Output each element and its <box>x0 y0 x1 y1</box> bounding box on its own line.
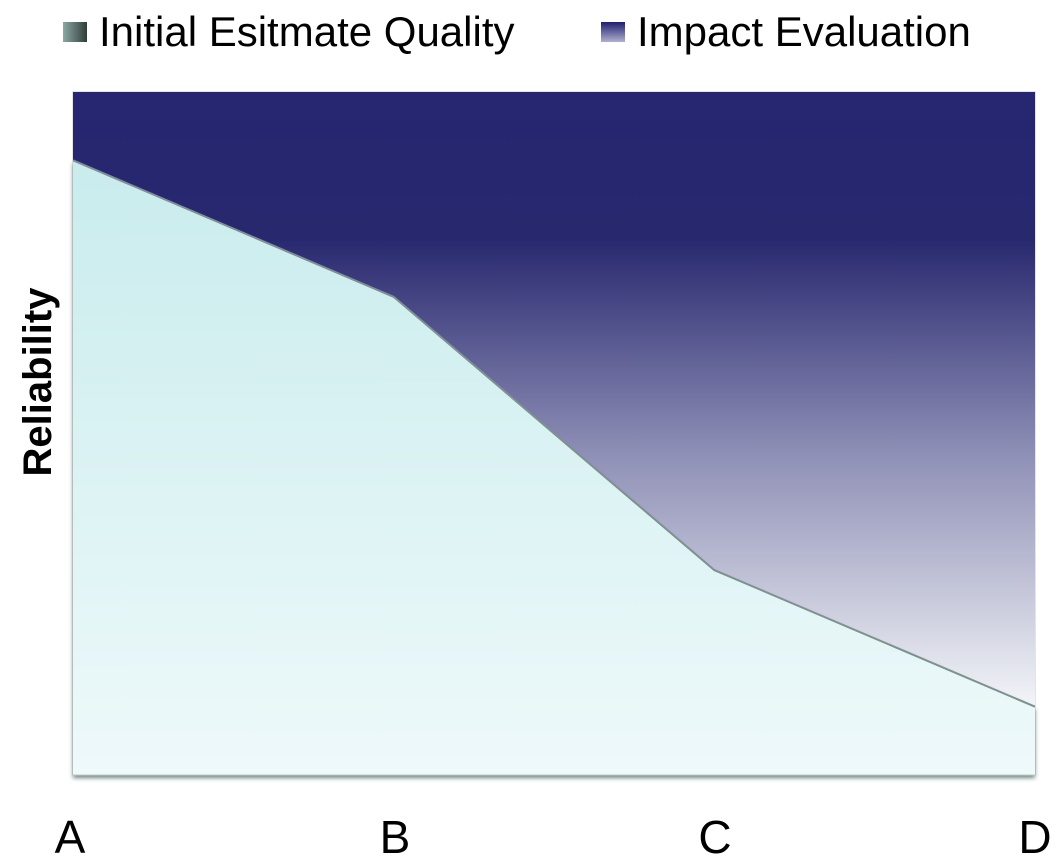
legend-swatch-initial-estimate-quality <box>63 22 87 42</box>
x-tick-label: A <box>55 811 86 860</box>
area-impact-evaluation <box>73 92 1035 707</box>
y-axis-title: Reliability <box>16 287 60 477</box>
series-boundary-line <box>72 159 1036 708</box>
plot-area <box>72 91 1036 776</box>
legend: Initial Esitmate Quality Impact Evaluati… <box>63 8 971 55</box>
legend-label-initial-estimate-quality: Initial Esitmate Quality <box>99 8 515 55</box>
x-tick-label: D <box>1018 811 1051 860</box>
area-initial-estimate-quality <box>73 160 1035 776</box>
legend-swatch-impact-evaluation <box>601 22 625 42</box>
x-tick-label: C <box>698 811 731 860</box>
legend-item-initial-estimate-quality: Initial Esitmate Quality <box>63 8 515 55</box>
x-tick-label: B <box>380 811 411 860</box>
legend-label-impact-evaluation: Impact Evaluation <box>637 8 971 55</box>
x-axis-ticks: A B C D <box>55 811 1052 860</box>
legend-item-impact-evaluation: Impact Evaluation <box>601 8 971 55</box>
